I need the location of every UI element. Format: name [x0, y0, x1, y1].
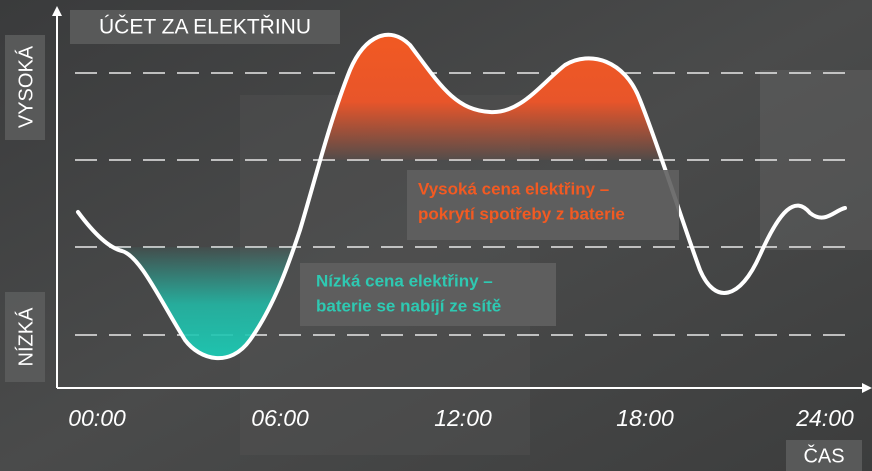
annotation-line: baterie se nabíjí ze sítě	[316, 296, 501, 315]
y-high-label: VYSOKÁ	[14, 45, 37, 128]
x-tick-label: 00:00	[68, 405, 126, 431]
y-low-label: NÍZKÁ	[14, 307, 37, 367]
x-tick-label: 12:00	[434, 405, 492, 431]
x-axis-label: ČAS	[803, 444, 844, 467]
annotation-line: Nízká cena elektřiny –	[316, 271, 493, 290]
x-tick-label: 24:00	[795, 405, 854, 431]
annotation-line: Vysoká cena elektřiny –	[418, 179, 609, 198]
annotation-line: pokrytí spotřeby z baterie	[418, 204, 625, 223]
infographic: ÚČET ZA ELEKTŘINU VYSOKÁ NÍZKÁ 00:00 06:…	[0, 0, 872, 471]
x-tick-label: 18:00	[616, 405, 674, 431]
title: ÚČET ZA ELEKTŘINU	[99, 16, 311, 39]
x-tick-label: 06:00	[251, 405, 309, 431]
